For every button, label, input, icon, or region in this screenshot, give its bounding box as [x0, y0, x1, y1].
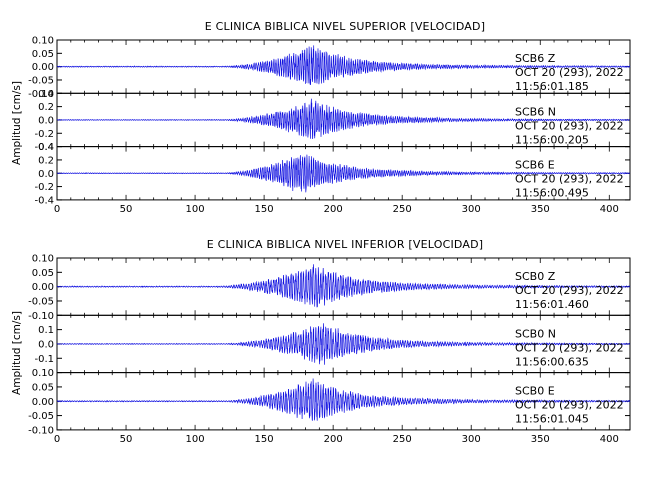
station-label: SCB6 E: [515, 159, 555, 172]
y-tick-label: -0.2: [34, 182, 54, 193]
y-tick-label: -0.10: [28, 425, 54, 436]
chart-title: E CLINICA BIBLICA NIVEL INFERIOR [VELOCI…: [207, 238, 484, 251]
x-tick-label: 50: [120, 204, 133, 215]
x-tick-label: 50: [120, 434, 133, 445]
x-tick-label: 0: [54, 204, 60, 215]
date-label: OCT 20 (293), 2022: [515, 284, 624, 297]
y-tick-label: 0.1: [38, 325, 54, 336]
date-label: OCT 20 (293), 2022: [515, 173, 624, 186]
y-axis-label: Amplitud [cm/s]: [11, 81, 23, 165]
y-tick-label: -0.1: [34, 354, 54, 365]
waveform-line: [56, 264, 631, 308]
y-tick-label: 0.10: [32, 368, 54, 379]
date-label: OCT 20 (293), 2022: [515, 66, 624, 79]
time-label: 11:56:00.205: [515, 133, 589, 146]
y-tick-label: 0.4: [38, 89, 54, 100]
y-tick-label: -0.4: [34, 195, 54, 206]
station-label: SCB6 Z: [515, 52, 556, 65]
time-label: 11:56:01.185: [515, 80, 589, 93]
waveform-line: [56, 378, 631, 421]
waveform-line: [56, 45, 631, 86]
station-label: SCB0 E: [515, 385, 555, 398]
y-tick-label: 0.10: [32, 36, 54, 47]
x-tick-label: 150: [255, 434, 274, 445]
waveform-line: [56, 98, 631, 140]
panel-nivel-inferior: E CLINICA BIBLICA NIVEL INFERIOR [VELOCI…: [11, 238, 631, 445]
date-label: OCT 20 (293), 2022: [515, 399, 624, 412]
y-tick-label: 0.2: [38, 155, 54, 166]
x-tick-label: 300: [462, 204, 481, 215]
x-tick-label: 200: [324, 434, 343, 445]
y-tick-label: 0.05: [32, 268, 54, 279]
station-label: SCB6 N: [515, 105, 556, 118]
chart-title: E CLINICA BIBLICA NIVEL SUPERIOR [VELOCI…: [205, 20, 485, 33]
y-tick-label: 0.4: [38, 142, 54, 153]
time-label: 11:56:01.460: [515, 298, 589, 311]
x-tick-label: 400: [600, 434, 619, 445]
y-tick-label: 0.0: [38, 339, 54, 350]
y-tick-label: -0.05: [28, 296, 54, 307]
y-tick-label: 0.00: [32, 397, 54, 408]
x-tick-label: 100: [186, 204, 205, 215]
x-tick-label: 200: [324, 204, 343, 215]
date-label: OCT 20 (293), 2022: [515, 341, 624, 354]
waveform-line: [56, 323, 631, 365]
y-tick-label: -0.05: [28, 75, 54, 86]
x-tick-label: 0: [54, 434, 60, 445]
time-label: 11:56:00.495: [515, 187, 589, 200]
x-tick-label: 300: [462, 434, 481, 445]
x-tick-label: 400: [600, 204, 619, 215]
y-tick-label: 0.0: [38, 115, 54, 126]
time-label: 11:56:00.635: [515, 355, 589, 368]
x-tick-label: 350: [531, 204, 550, 215]
x-tick-label: 350: [531, 434, 550, 445]
y-tick-label: -0.10: [28, 89, 54, 100]
y-tick-label: 0.0: [38, 169, 54, 180]
y-tick-label: -0.05: [28, 411, 54, 422]
y-tick-label: 0.10: [32, 254, 54, 265]
y-tick-label: 0.05: [32, 49, 54, 60]
y-tick-label: -0.4: [34, 142, 54, 153]
x-tick-label: 250: [393, 434, 412, 445]
station-label: SCB0 N: [515, 327, 556, 340]
y-axis-label: Amplitud [cm/s]: [11, 311, 23, 395]
date-label: OCT 20 (293), 2022: [515, 119, 624, 132]
panel-nivel-superior: E CLINICA BIBLICA NIVEL SUPERIOR [VELOCI…: [11, 20, 631, 215]
y-tick-label: -0.2: [34, 129, 54, 140]
y-tick-label: -0.10: [28, 311, 54, 322]
x-tick-label: 250: [393, 204, 412, 215]
y-tick-label: 0.05: [32, 382, 54, 393]
time-label: 11:56:01.045: [515, 413, 589, 426]
y-tick-label: 0.2: [38, 102, 54, 113]
waveform-line: [56, 154, 631, 193]
y-tick-label: 0.00: [32, 282, 54, 293]
station-label: SCB0 Z: [515, 270, 556, 283]
x-tick-label: 150: [255, 204, 274, 215]
y-tick-label: 0.00: [32, 62, 54, 73]
x-tick-label: 100: [186, 434, 205, 445]
